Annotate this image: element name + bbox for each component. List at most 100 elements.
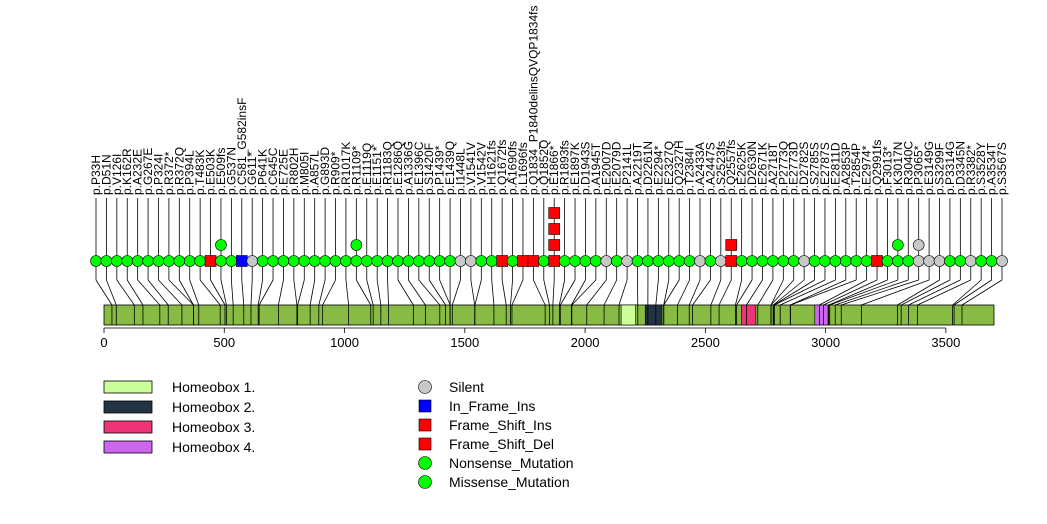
mutation-label: p.I1448L — [453, 148, 467, 195]
mutation-label: p.P33H — [89, 155, 103, 195]
mutation-marker — [829, 255, 842, 267]
mutation-marker — [860, 255, 873, 267]
mutation-label: p.R1017K — [339, 142, 353, 195]
mutation-marker — [631, 255, 644, 267]
mutation-marker — [506, 255, 519, 267]
mutation-label: p.P324I — [151, 154, 165, 195]
mutation-labels: p.P33Hp.D51Np.V126Ip.K162Rp.A232Ep.G267E… — [89, 6, 1009, 195]
domain-block — [741, 304, 757, 326]
connector-line — [355, 279, 372, 306]
connector-line — [735, 279, 743, 306]
axis-tick-label: 0 — [100, 335, 107, 350]
domain-block — [814, 304, 829, 326]
mutation-label: p.E509fs — [214, 148, 228, 195]
mutation-label: p.P3065* — [912, 145, 926, 195]
mutation-marker — [610, 255, 623, 267]
legend-domain-swatch — [103, 420, 153, 434]
connector-line — [322, 279, 336, 306]
connector-line — [552, 279, 555, 306]
mutation-label: p.D2261N — [641, 141, 655, 195]
mutation-marker — [475, 255, 488, 267]
mutation-marker — [381, 255, 394, 267]
mutation-label: p.K162R — [120, 148, 134, 195]
mutation-marker — [756, 255, 769, 267]
connector-line — [220, 279, 227, 306]
mutation-label: p.R1109* — [349, 146, 363, 195]
legend-type-swatch — [418, 456, 432, 470]
connector-line — [900, 279, 951, 306]
mutation-marker — [413, 255, 425, 267]
mutation-label: p.R3040C — [901, 141, 915, 195]
mutation-label: p.Q1852Q — [537, 140, 551, 195]
mutation-marker — [340, 255, 352, 267]
mutation-marker — [433, 255, 446, 267]
connector-line — [663, 279, 670, 306]
connector-line — [710, 279, 722, 306]
connector-line — [757, 279, 774, 306]
mutation-marker — [111, 255, 123, 267]
mutation-marker — [163, 255, 175, 267]
legend: Homeobox 1. Homeobox 2. Homeobox 3. Homeobo… — [103, 379, 574, 490]
frameshift-marker — [527, 255, 540, 267]
connector-line — [953, 279, 992, 306]
mutation-label: p.P394L — [183, 150, 197, 195]
connector-line — [746, 279, 763, 306]
frameshift-marker — [548, 255, 561, 267]
domain-block — [620, 304, 636, 326]
mutation-label: p.P1439* — [433, 145, 447, 195]
connector-line — [147, 279, 169, 306]
mutation-label: p.E2079D — [610, 141, 624, 195]
mutation-marker — [423, 255, 436, 267]
connector-line — [677, 279, 690, 306]
mutation-marker — [131, 255, 144, 267]
connector-line — [137, 279, 161, 306]
mutation-marker — [662, 255, 675, 267]
connector-line — [199, 279, 221, 306]
connector-line — [828, 279, 888, 306]
mutation-label: p.E1286Q — [391, 141, 405, 195]
protein-bar — [103, 304, 995, 326]
mutation-label: p.F3013* — [880, 146, 894, 195]
connector-line — [603, 279, 618, 306]
domain-block — [644, 304, 663, 326]
legend-type-label: Frame_Shift_Del — [449, 436, 554, 452]
connector-line — [718, 279, 732, 306]
connector-line — [418, 279, 441, 306]
mutation-label: p.P2141L — [620, 143, 634, 195]
mutation-marker — [537, 255, 550, 267]
mutation-label: p.M805I — [297, 152, 311, 195]
legend-type-swatch — [418, 437, 432, 451]
connector-line — [618, 279, 628, 306]
mutation-marker — [579, 255, 592, 267]
mutation-label: p.D51N — [99, 154, 113, 195]
mutation-label: p.P641K — [256, 149, 270, 195]
connector-line — [533, 279, 546, 306]
mutation-label: p.P3314G — [943, 141, 957, 195]
connector-line — [474, 279, 482, 306]
mutation-marker — [558, 255, 571, 267]
mutation-label: p.R1183Q — [381, 141, 395, 195]
mutation-label: p.E2671K — [755, 142, 769, 195]
mutation-marker — [975, 255, 987, 267]
legend-type-swatch — [418, 418, 432, 432]
mutation-marker — [256, 255, 269, 267]
mutation-label: p.E2294* — [651, 145, 665, 195]
mutation-marker — [329, 255, 342, 267]
connector-line — [293, 279, 298, 306]
mutation-label: p.G537N — [224, 147, 238, 195]
connector-line — [961, 279, 1003, 306]
silent-marker — [694, 255, 706, 267]
axis-tick-label: 1500 — [450, 335, 479, 350]
connector-line — [241, 279, 245, 306]
mutation-marker — [350, 255, 363, 267]
connector-line — [861, 279, 930, 306]
connector-line — [897, 279, 940, 306]
mutation-marker — [652, 255, 665, 267]
mutation-label: p.E2007D — [599, 141, 613, 195]
mutation-label: p.A2219T — [631, 142, 645, 195]
mutation-marker — [808, 255, 821, 267]
frameshift-marker — [725, 239, 738, 251]
connector-line — [106, 279, 117, 306]
mutation-marker — [985, 255, 998, 267]
